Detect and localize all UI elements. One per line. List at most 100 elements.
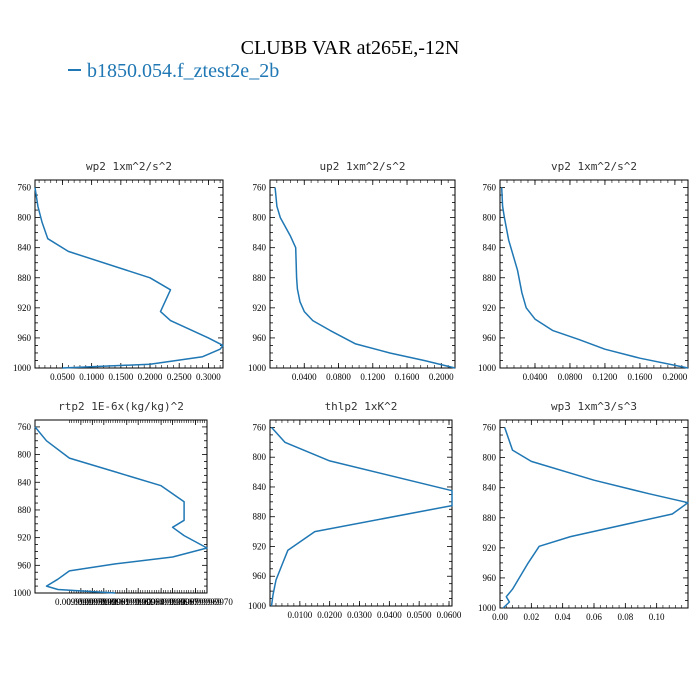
y-tick-label: 840 <box>18 243 32 253</box>
x-tick-label: 0.00 <box>492 612 508 622</box>
x-tick-label: 0.1200 <box>593 372 618 382</box>
x-tick-label: 0.08 <box>617 612 633 622</box>
x-tick-label: 0.0200 <box>317 610 342 620</box>
x-tick-label: 0.0300 <box>347 610 372 620</box>
x-tick-label: 0.1600 <box>395 372 420 382</box>
y-tick-label: 1000 <box>248 601 267 611</box>
subplot-title: rtp2 1E-6x(kg/kg)^2 <box>58 400 184 413</box>
y-tick-label: 760 <box>253 422 267 432</box>
x-tick-label: 0.1000 <box>79 372 104 382</box>
y-tick-label: 800 <box>18 450 32 460</box>
x-tick-label: 0.0099999960 <box>66 597 118 607</box>
x-tick-label: 0.0100 <box>287 610 312 620</box>
x-tick-label: 0.0400 <box>292 372 317 382</box>
subplot-title: thlp2 1xK^2 <box>325 400 398 413</box>
subplot-title: wp3 1xm^3/s^3 <box>551 400 637 413</box>
x-tick-label: 0.2000 <box>663 372 688 382</box>
y-tick-label: 880 <box>18 273 32 283</box>
x-tick-label: 0.1500 <box>108 372 133 382</box>
y-tick-label: 960 <box>253 571 267 581</box>
y-tick-label: 880 <box>253 512 267 522</box>
x-tick-label: 0.0099999966 <box>135 597 187 607</box>
x-tick-label: 0.2000 <box>429 372 454 382</box>
x-tick-label: 0.06 <box>586 612 602 622</box>
y-tick-label: 760 <box>483 423 497 433</box>
subplot-3: vp2 1xm^2/s^2 760 800 840 880 920 960 1000 0.040… <box>478 160 689 382</box>
x-tick-label: 0.1600 <box>628 372 653 382</box>
subplot-2: up2 1xm^2/s^2 760 800 840 880 920 960 1000 0.040… <box>248 160 456 382</box>
y-tick-label: 880 <box>483 513 497 523</box>
subplot-title: vp2 1xm^2/s^2 <box>551 160 637 173</box>
legend-label: b1850.054.f_ztest2e_2b <box>87 60 280 82</box>
y-tick-label: 800 <box>253 213 267 223</box>
y-tick-label: 960 <box>483 333 497 343</box>
x-tick-label: 0.0500 <box>50 372 75 382</box>
y-tick-label: 1000 <box>478 363 497 373</box>
plot-frame <box>499 179 689 369</box>
series-line <box>274 187 456 369</box>
y-tick-label: 1000 <box>13 363 32 373</box>
y-tick-label: 760 <box>18 183 32 193</box>
subplot-1: wp2 1xm^2/s^2 760 800 840 880 920 960 1000 0.050… <box>13 160 224 382</box>
plot-frame <box>34 419 208 594</box>
x-tick-label: 0.0099999959 <box>55 597 107 607</box>
y-tick-label: 840 <box>253 482 267 492</box>
y-tick-label: 760 <box>483 183 497 193</box>
y-tick-label: 800 <box>483 453 497 463</box>
y-tick-label: 840 <box>483 483 497 493</box>
y-tick-label: 880 <box>483 273 497 283</box>
y-tick-label: 800 <box>253 452 267 462</box>
plot-frame <box>269 179 456 369</box>
y-tick-label: 920 <box>253 541 267 551</box>
y-tick-label: 960 <box>483 573 497 583</box>
x-tick-label: 0.0099999967 <box>147 597 199 607</box>
y-tick-label: 880 <box>18 505 32 515</box>
x-tick-label: 0.0099999969 <box>170 597 222 607</box>
plot-frame <box>499 419 689 609</box>
series-line <box>500 187 689 369</box>
y-tick-label: 800 <box>18 213 32 223</box>
y-tick-label: 1000 <box>478 603 497 613</box>
series-line <box>34 187 224 369</box>
x-tick-label: 0.0099999964 <box>112 597 164 607</box>
x-tick-label: 0.2500 <box>167 372 192 382</box>
x-tick-label: 0.0600 <box>437 610 462 620</box>
y-tick-label: 800 <box>483 213 497 223</box>
x-tick-label: 0.10 <box>649 612 665 622</box>
y-tick-label: 840 <box>18 477 32 487</box>
x-tick-label: 0.1200 <box>360 372 385 382</box>
x-tick-label: 0.02 <box>523 612 539 622</box>
x-tick-label: 0.0800 <box>326 372 351 382</box>
y-tick-label: 1000 <box>13 588 32 598</box>
y-tick-label: 920 <box>18 533 32 543</box>
x-tick-label: 0.0800 <box>558 372 583 382</box>
x-tick-label: 0.0500 <box>407 610 432 620</box>
legend-line-swatch <box>68 69 81 72</box>
y-tick-label: 1000 <box>248 363 267 373</box>
chart-title: CLUBB VAR at265E,-12N <box>240 37 460 59</box>
subplot-5: thlp2 1xK^2 760 800 840 880 920 960 1000 0.0100 0… <box>248 400 462 620</box>
plot-frame <box>34 179 224 369</box>
y-tick-label: 840 <box>253 243 267 253</box>
x-tick-label: 0.0099999970 <box>181 597 233 607</box>
subplot-4: rtp2 1E-6x(kg/kg)^2 760 800 840 880 920 960 100… <box>13 400 233 607</box>
y-tick-label: 760 <box>18 422 32 432</box>
y-tick-label: 960 <box>18 333 32 343</box>
plot-frame <box>269 419 453 607</box>
x-tick-label: 0.0400 <box>377 610 402 620</box>
legend: b1850.054.f_ztest2e_2b <box>68 60 279 83</box>
series-line <box>502 427 689 609</box>
y-tick-label: 920 <box>483 543 497 553</box>
y-tick-label: 920 <box>253 303 267 313</box>
series-line <box>270 426 453 607</box>
x-tick-label: 0.2000 <box>138 372 163 382</box>
series-line <box>34 426 208 594</box>
subplot-title: up2 1xm^2/s^2 <box>319 160 405 173</box>
y-tick-label: 960 <box>253 333 267 343</box>
y-tick-label: 960 <box>18 560 32 570</box>
y-tick-label: 880 <box>253 273 267 283</box>
y-tick-label: 920 <box>18 303 32 313</box>
y-tick-label: 760 <box>253 183 267 193</box>
x-tick-label: 0.0400 <box>523 372 548 382</box>
